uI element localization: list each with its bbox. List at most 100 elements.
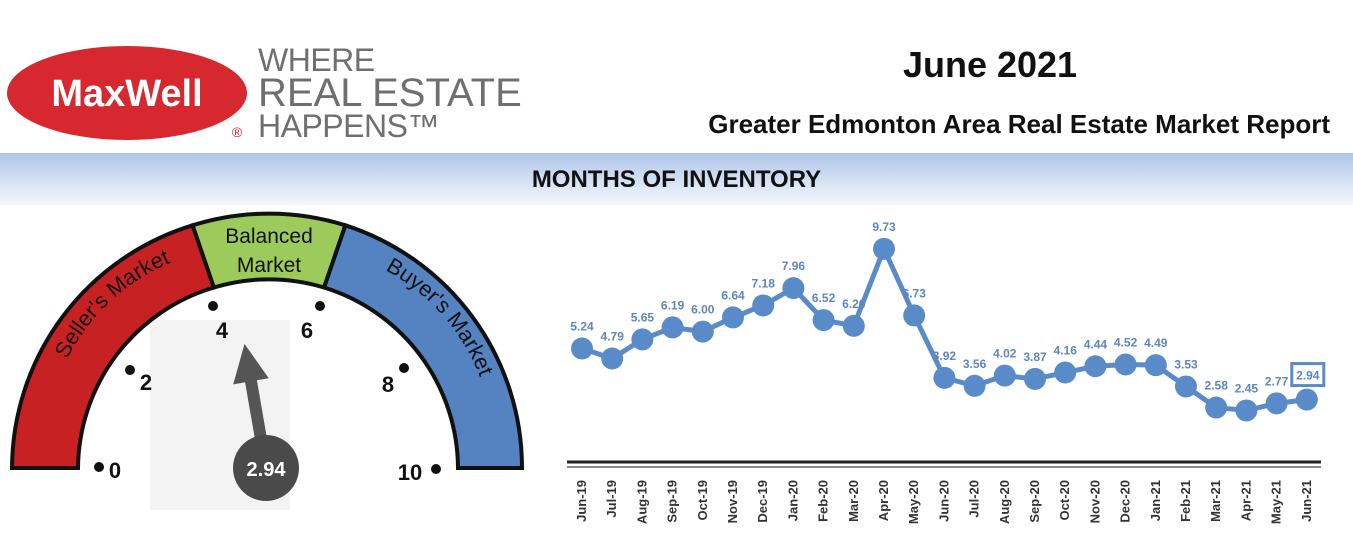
x-tick-dec-20: Dec-20 [1118, 480, 1133, 523]
x-tick-jul-20: Jul-20 [967, 480, 982, 518]
balanced-label: Balanced [225, 225, 313, 248]
data-point-mar-21 [1205, 396, 1228, 419]
gauge-tick-6: 6 [301, 318, 313, 343]
data-label-jul-19: 4.79 [601, 330, 625, 344]
tagline: WHERE REAL ESTATE HAPPENS™ [258, 44, 538, 143]
x-tick-oct-20: Oct-20 [1057, 480, 1072, 520]
data-label-dec-19: 7.18 [752, 276, 776, 290]
data-label-sep-19: 6.19 [661, 298, 685, 312]
gauge-value-label: 2.94 [247, 459, 287, 481]
data-point-aug-19 [631, 328, 654, 351]
data-label-may-20: 6.73 [903, 286, 927, 300]
x-tick-nov-20: Nov-20 [1087, 480, 1102, 523]
x-tick-may-20: May-20 [906, 480, 921, 524]
x-tick-oct-19: Oct-19 [695, 480, 710, 520]
gauge-tick-dot-10 [431, 464, 441, 474]
data-point-jan-20 [782, 277, 805, 300]
data-label-aug-19: 5.65 [631, 310, 655, 324]
tagline-line-3: HAPPENS™ [258, 108, 439, 144]
data-point-apr-21 [1235, 399, 1258, 422]
data-point-nov-20 [1084, 355, 1107, 378]
data-label-jul-20: 3.56 [963, 357, 987, 371]
logo-oval [7, 46, 247, 140]
report-subtitle: Greater Edmonton Area Real Estate Market… [708, 109, 1330, 139]
x-tick-feb-21: Feb-21 [1178, 480, 1193, 522]
data-point-jul-20 [963, 374, 986, 397]
x-tick-mar-21: Mar-21 [1208, 480, 1223, 522]
current-value-box [1290, 362, 1326, 388]
x-tick-nov-19: Nov-19 [725, 480, 740, 523]
data-label-feb-20: 6.52 [812, 291, 836, 305]
data-point-jun-19 [571, 337, 593, 360]
gauge-tick-10: 10 [398, 460, 422, 485]
x-tick-apr-21: Apr-21 [1238, 480, 1253, 521]
gauge-buyer-segment [321, 222, 525, 470]
x-tick-jun-21: Jun-21 [1299, 480, 1314, 522]
data-point-dec-19 [752, 294, 775, 317]
data-point-may-21 [1265, 392, 1288, 415]
data-label-jun-20: 3.92 [933, 349, 957, 363]
data-label-feb-21: 3.53 [1174, 357, 1198, 371]
gauge-tick-dot-4 [208, 301, 218, 311]
data-label-oct-19: 6.00 [691, 303, 715, 317]
data-label-jun-21: 2.94 [1296, 369, 1320, 383]
gauge-tick-2: 2 [140, 370, 152, 395]
data-label-jun-19: 5.24 [570, 320, 594, 334]
data-label-apr-21: 2.45 [1235, 381, 1259, 395]
data-point-jun-20 [933, 366, 956, 389]
registered-mark: ® [232, 124, 243, 140]
data-label-nov-20: 4.44 [1084, 337, 1108, 351]
data-label-jan-20: 7.96 [782, 259, 806, 273]
data-point-jul-19 [601, 347, 624, 370]
data-point-dec-20 [1114, 353, 1137, 376]
data-point-apr-20 [873, 237, 895, 260]
data-label-apr-20: 9.73 [872, 220, 896, 234]
x-tick-may-21: May-21 [1269, 480, 1284, 524]
section-title: MONTHS OF INVENTORY [531, 166, 822, 193]
data-point-sep-20 [1024, 367, 1046, 390]
gauge-needle: 2.94 [233, 343, 299, 501]
data-label-jan-21: 4.49 [1144, 336, 1168, 350]
x-tick-jan-21: Jan-21 [1148, 480, 1163, 521]
gauge-tick-dot-6 [315, 301, 325, 311]
gauge-tick-0: 0 [109, 458, 121, 483]
gauge-needle-head [233, 343, 269, 385]
data-point-aug-20 [993, 364, 1016, 387]
data-label-aug-20: 4.02 [993, 347, 1017, 361]
x-tick-aug-19: Aug-19 [634, 480, 649, 524]
tagline-line-2: REAL ESTATE [258, 71, 522, 115]
data-label-nov-19: 6.64 [721, 288, 745, 302]
x-tick-apr-20: Apr-20 [876, 480, 891, 521]
gauge-hub [233, 435, 299, 501]
data-point-nov-19 [722, 306, 744, 329]
report-title: June 2021 [902, 44, 1078, 85]
x-tick-jun-19: Jun-19 [574, 480, 589, 522]
data-label-sep-20: 3.87 [1023, 350, 1047, 364]
gauge-tick-dot-2 [125, 365, 135, 375]
gauge-tick-dot-8 [399, 363, 409, 373]
data-point-may-20 [903, 304, 926, 327]
market-label: Market [237, 254, 301, 277]
data-label-may-21: 2.77 [1265, 374, 1289, 388]
x-tick-jan-20: Jan-20 [785, 480, 800, 521]
x-tick-sep-20: Sep-20 [1027, 480, 1042, 523]
data-label-oct-20: 4.16 [1054, 343, 1078, 357]
x-tick-sep-19: Sep-19 [665, 480, 680, 523]
x-tick-mar-20: Mar-20 [846, 480, 861, 522]
gauge-tick-dot-0 [94, 462, 104, 472]
data-label-mar-20: 6.26 [842, 297, 866, 311]
data-point-oct-20 [1054, 361, 1077, 384]
x-tick-dec-19: Dec-19 [755, 480, 770, 523]
brand-name: MaxWell [51, 73, 202, 115]
data-point-sep-19 [661, 316, 684, 339]
x-tick-aug-20: Aug-20 [997, 480, 1012, 524]
data-point-jan-21 [1144, 354, 1167, 377]
gauge-tick-8: 8 [382, 372, 394, 397]
data-point-oct-19 [691, 320, 714, 343]
section-band [0, 153, 1353, 205]
data-label-dec-20: 4.52 [1114, 335, 1138, 349]
data-point-jun-21 [1295, 388, 1318, 411]
x-tick-jun-20: Jun-20 [936, 480, 951, 522]
